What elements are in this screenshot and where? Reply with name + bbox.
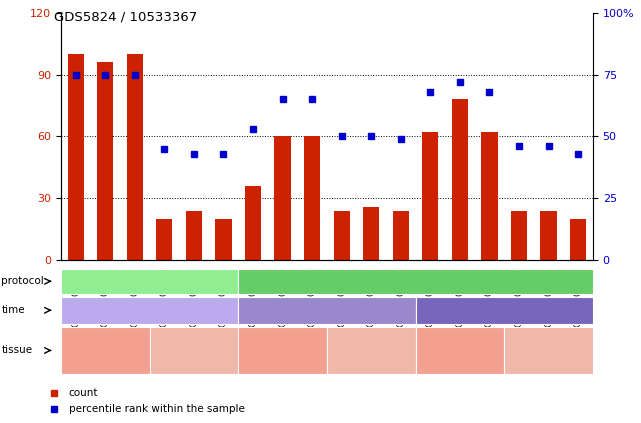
- Bar: [393, 211, 409, 260]
- Text: control: control: [130, 276, 169, 286]
- Bar: [481, 132, 497, 260]
- Bar: [333, 211, 350, 260]
- Text: tissue: tissue: [1, 346, 33, 355]
- Text: 3 days: 3 days: [308, 305, 345, 315]
- Text: count: count: [69, 387, 98, 398]
- Text: percentile rank within the sample: percentile rank within the sample: [69, 404, 244, 415]
- Text: stromal vascular
fraction: stromal vascular fraction: [160, 341, 228, 360]
- Text: GDS5824 / 10533367: GDS5824 / 10533367: [54, 11, 197, 24]
- Text: stromal vascular
fraction: stromal vascular fraction: [515, 341, 582, 360]
- Bar: [540, 211, 557, 260]
- Bar: [570, 219, 587, 260]
- Bar: [97, 62, 113, 260]
- Bar: [127, 54, 143, 260]
- Text: 0 days: 0 days: [131, 305, 168, 315]
- Text: high fat diet: high fat diet: [381, 276, 450, 286]
- Bar: [452, 99, 468, 260]
- Text: adipocyte fraction: adipocyte fraction: [69, 346, 142, 355]
- Text: stromal vascular
fraction: stromal vascular fraction: [338, 341, 405, 360]
- Bar: [156, 219, 172, 260]
- Text: protocol: protocol: [1, 276, 44, 286]
- Bar: [511, 211, 527, 260]
- Bar: [186, 211, 202, 260]
- Bar: [67, 54, 84, 260]
- Text: adipocyte fraction: adipocyte fraction: [423, 346, 497, 355]
- Bar: [245, 186, 261, 260]
- Bar: [274, 137, 291, 260]
- Bar: [422, 132, 438, 260]
- Text: time: time: [1, 305, 25, 315]
- Bar: [215, 219, 231, 260]
- Text: 7 days: 7 days: [486, 305, 523, 315]
- Bar: [304, 137, 320, 260]
- Bar: [363, 206, 379, 260]
- Text: adipocyte fraction: adipocyte fraction: [246, 346, 319, 355]
